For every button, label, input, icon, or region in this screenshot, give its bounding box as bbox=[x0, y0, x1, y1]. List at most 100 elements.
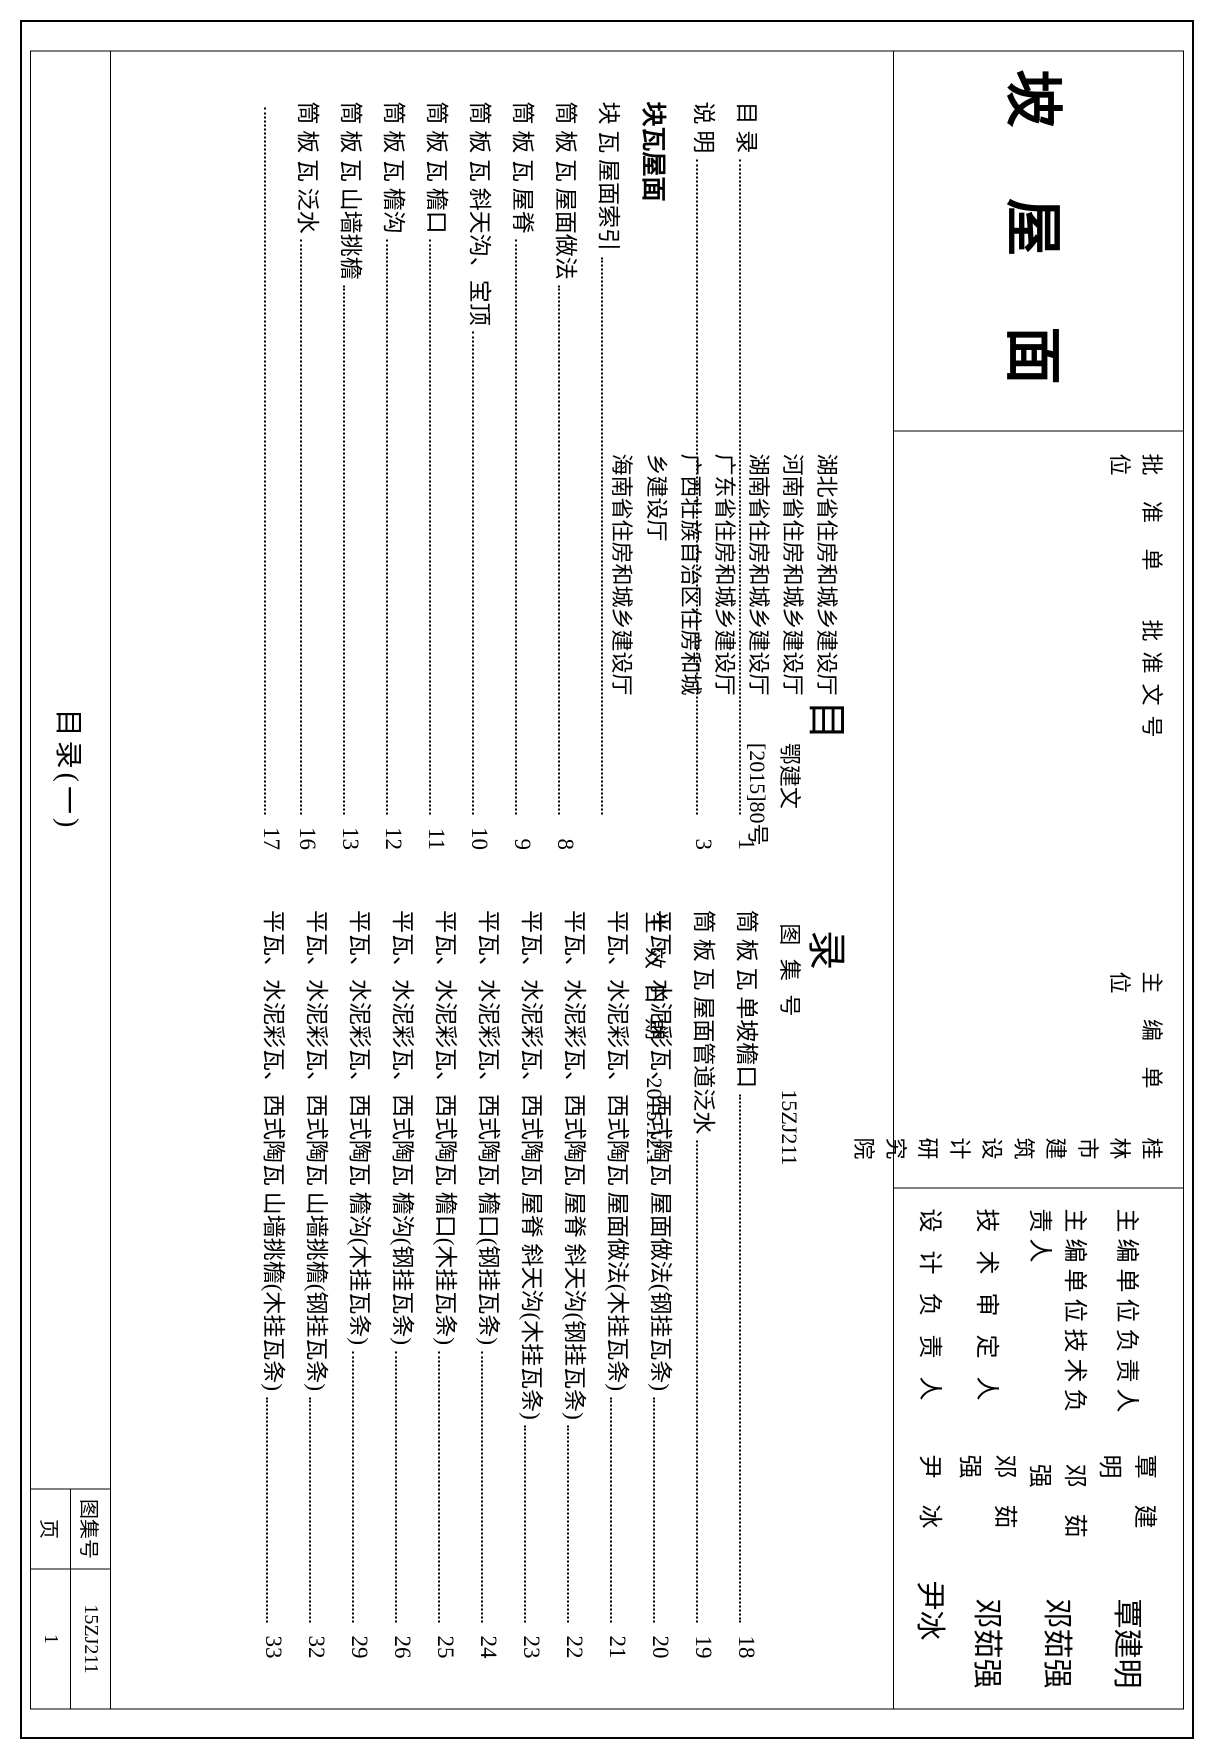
toc-leader bbox=[524, 1425, 542, 1622]
toc-label: 平瓦、水泥彩瓦、西式陶瓦 檐沟(钢挂瓦条) bbox=[388, 910, 422, 1345]
signer-role: 主编单位负责人 bbox=[1113, 1208, 1148, 1438]
footer-page-label: 页 bbox=[31, 1489, 70, 1569]
toc-label: 平瓦、水泥彩瓦、西式陶瓦 屋面做法(木挂瓦条) bbox=[603, 910, 637, 1391]
page-frame: 坡 屋 面 批 准 单 位 批准文号 主 编 单 位 桂林市建筑设计研究院 湖北… bbox=[20, 20, 1194, 1739]
toc-leader bbox=[266, 1397, 284, 1622]
toc-leader bbox=[352, 1351, 370, 1622]
toc-entry: 平瓦、水泥彩瓦、西式陶瓦 屋面做法(木挂瓦条) 21 bbox=[603, 910, 637, 1659]
toc-page: 20 bbox=[647, 1628, 673, 1658]
toc-entry: 平瓦、水泥彩瓦、西式陶瓦 屋面做法(钢挂瓦条)20 bbox=[646, 910, 680, 1659]
signer-signature: 尹冰 bbox=[911, 1580, 955, 1688]
toc-entry: 筒 板 瓦 斜天沟、宝顶10 bbox=[465, 101, 499, 850]
toc-entry: 平瓦、水泥彩瓦、西式陶瓦 檐沟(钢挂瓦条) 26 bbox=[388, 910, 422, 1659]
toc-page: 26 bbox=[389, 1628, 415, 1658]
toc-entry: 块 瓦 屋面索引 bbox=[594, 101, 628, 850]
toc-entry: 筒 板 瓦 泛水 16 bbox=[293, 101, 327, 850]
toc-heading: 目 录 bbox=[801, 101, 859, 1658]
signer-name: 尹 冰 bbox=[916, 1454, 951, 1564]
toc-page: 8 bbox=[552, 820, 578, 850]
signer-name: 覃 建 明 bbox=[1095, 1454, 1165, 1582]
toc-entry: 17 bbox=[258, 101, 284, 850]
toc-page: 24 bbox=[475, 1628, 501, 1658]
toc-label: 平瓦、水泥彩瓦、西式陶瓦 山墙挑檐(木挂瓦条) bbox=[259, 910, 293, 1391]
toc-leader bbox=[386, 239, 404, 813]
toc-leader bbox=[696, 159, 714, 814]
toc-page: 25 bbox=[432, 1628, 458, 1658]
toc-page: 23 bbox=[518, 1628, 544, 1658]
footer-title: 目录(一) bbox=[31, 51, 110, 1488]
toc-entry: 平瓦、水泥彩瓦、西式陶瓦 山墙挑檐(钢挂瓦条) 32 bbox=[302, 910, 336, 1659]
toc-page: 19 bbox=[690, 1628, 716, 1658]
signer-line: 设 计 负 责 人尹 冰尹冰 bbox=[911, 1208, 955, 1688]
toc-label: 筒 板 瓦 斜天沟、宝顶 bbox=[465, 101, 499, 325]
signer-name: 邓 茹 强 bbox=[1025, 1463, 1095, 1582]
toc-entry: 筒 板 瓦 屋面管道泛水 19 bbox=[689, 910, 723, 1659]
toc-page: 21 bbox=[604, 1628, 630, 1658]
toc-page: 33 bbox=[260, 1628, 286, 1658]
toc-entry: 平瓦、水泥彩瓦、西式陶瓦 檐口(钢挂瓦条) 24 bbox=[474, 910, 508, 1659]
toc-leader bbox=[653, 1397, 671, 1622]
info-block: 批 准 单 位 批准文号 主 编 单 位 桂林市建筑设计研究院 湖北省住房和城乡… bbox=[894, 431, 1183, 1188]
toc-page: 32 bbox=[303, 1628, 329, 1658]
toc-leader bbox=[429, 239, 447, 813]
toc-leader bbox=[472, 331, 490, 813]
toc-entry: 说 明3 bbox=[689, 101, 723, 850]
toc-label: 平瓦、水泥彩瓦、西式陶瓦 檐口(钢挂瓦条) bbox=[474, 910, 508, 1345]
toc-entry: 平瓦、水泥彩瓦、西式陶瓦 檐口(木挂瓦条)25 bbox=[431, 910, 465, 1659]
footer-page-value: 1 bbox=[31, 1569, 70, 1708]
toc-label: 平瓦、水泥彩瓦、西式陶瓦 屋脊 斜天沟(钢挂瓦条) bbox=[560, 910, 594, 1420]
toc-leader bbox=[343, 285, 361, 813]
toc-label: 筒 板 瓦 檐沟 bbox=[379, 101, 413, 233]
approval-header: 批 准 单 位 bbox=[1105, 453, 1169, 593]
toc-label: 平瓦、水泥彩瓦、西式陶瓦 屋脊 斜天沟(木挂瓦条) bbox=[517, 910, 551, 1420]
footer-row: 目录(一) 图集号 15ZJ211 页 1 bbox=[31, 51, 111, 1708]
toc-page: 29 bbox=[346, 1628, 372, 1658]
toc-entry: 平瓦、水泥彩瓦、西式陶瓦 山墙挑檐(木挂瓦条) 33 bbox=[259, 910, 293, 1659]
toc-entry: 平瓦、水泥彩瓦、西式陶瓦 屋脊 斜天沟(木挂瓦条) 23 bbox=[517, 910, 551, 1659]
toc-entry: 筒 板 瓦 单坡檐口 18 bbox=[732, 910, 766, 1659]
editor-label: 主 编 单 位 bbox=[1105, 971, 1169, 1111]
toc-right-col: 筒 板 瓦 单坡檐口 18 筒 板 瓦 屋面管道泛水 19 平瓦、水泥彩瓦、西式陶瓦 屋… bbox=[121, 910, 775, 1659]
toc-leader bbox=[481, 1351, 499, 1622]
toc-leader bbox=[558, 285, 576, 813]
footer-ids: 图集号 15ZJ211 页 1 bbox=[31, 1488, 110, 1708]
toc-page: 22 bbox=[561, 1628, 587, 1658]
toc-page: 13 bbox=[337, 820, 363, 850]
toc-label: 筒 板 瓦 泛水 bbox=[293, 101, 327, 233]
toc-entry: 筒 板 瓦 檐口 11 bbox=[422, 101, 456, 850]
toc-leader bbox=[739, 159, 757, 814]
signer-role: 主编单位技术负责人 bbox=[1025, 1208, 1095, 1447]
signer-signature: 邓茹强 bbox=[968, 1598, 1012, 1688]
toc-label: 平瓦、水泥彩瓦、西式陶瓦 檐沟(木挂瓦条) bbox=[345, 910, 379, 1345]
toc-leader bbox=[300, 239, 318, 813]
toc-label: 目 录 bbox=[732, 101, 766, 153]
toc-entry: 筒 板 瓦 屋脊9 bbox=[508, 101, 542, 850]
toc-label: 平瓦、水泥彩瓦、西式陶瓦 山墙挑檐(钢挂瓦条) bbox=[302, 910, 336, 1391]
toc-entry: 筒 板 瓦 山墙挑檐13 bbox=[336, 101, 370, 850]
signer-role: 技 术 审 定 人 bbox=[973, 1208, 1008, 1438]
section-head: 块瓦屋面 bbox=[637, 101, 673, 850]
toc-entry: 平瓦、水泥彩瓦、西式陶瓦 屋脊 斜天沟(钢挂瓦条) 22 bbox=[560, 910, 594, 1659]
toc-entry: 目 录1 bbox=[732, 101, 766, 850]
toc-leader bbox=[610, 1397, 628, 1622]
toc-label: 筒 板 瓦 屋面管道泛水 bbox=[689, 910, 723, 1134]
toc-label: 筒 板 瓦 屋面做法 bbox=[551, 101, 585, 279]
toc-page: 3 bbox=[690, 820, 716, 850]
toc-page: 9 bbox=[509, 820, 535, 850]
landscape-sheet: 坡 屋 面 批 准 单 位 批准文号 主 编 单 位 桂林市建筑设计研究院 湖北… bbox=[30, 50, 1184, 1709]
toc-page: 16 bbox=[294, 820, 320, 850]
doc-title: 坡 屋 面 bbox=[894, 51, 1183, 431]
toc-label: 筒 板 瓦 单坡檐口 bbox=[732, 910, 766, 1088]
approval-doc-label: 批准文号 bbox=[1137, 619, 1169, 759]
toc-page: 12 bbox=[380, 820, 406, 850]
toc-page: 17 bbox=[258, 820, 284, 850]
signers-block: 主编单位负责人覃 建 明覃建明主编单位技术负责人邓 茹 强邓茹强技 术 审 定 … bbox=[894, 1188, 1183, 1708]
toc-leader bbox=[601, 257, 619, 814]
header-row: 坡 屋 面 批 准 单 位 批准文号 主 编 单 位 桂林市建筑设计研究院 湖北… bbox=[893, 51, 1183, 1708]
toc-label: 筒 板 瓦 檐口 bbox=[422, 101, 456, 233]
toc-page: 11 bbox=[423, 820, 449, 850]
toc-leader bbox=[739, 1094, 757, 1622]
toc-leader bbox=[515, 239, 533, 813]
toc-leader bbox=[567, 1425, 585, 1622]
toc-page: 18 bbox=[733, 1628, 759, 1658]
